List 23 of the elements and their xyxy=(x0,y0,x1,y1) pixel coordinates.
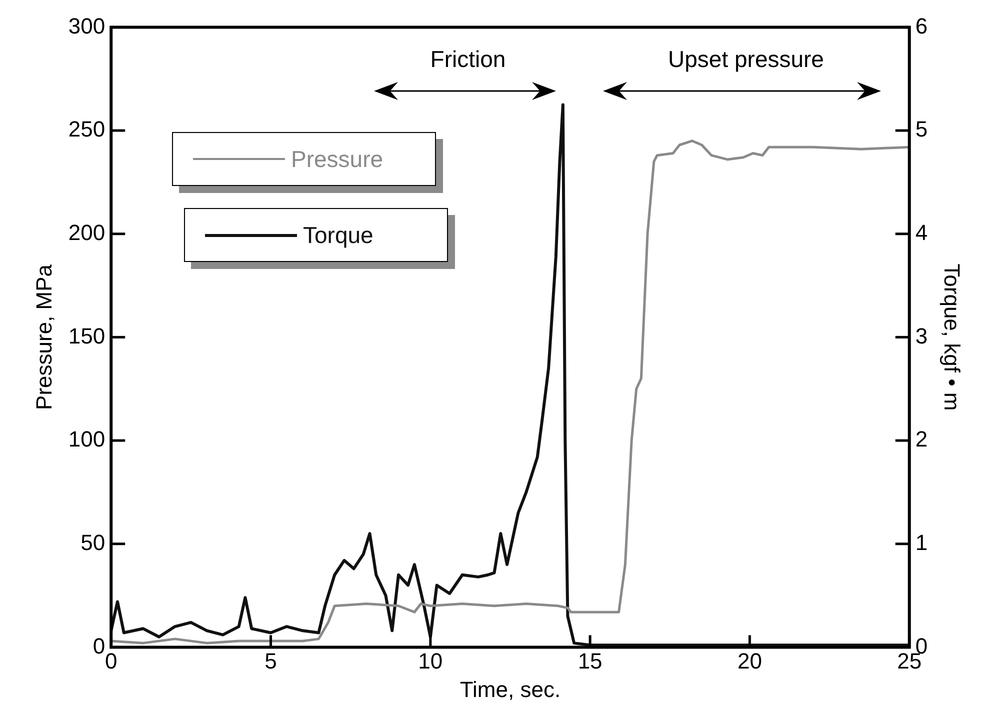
y-tick-label: 50 xyxy=(80,530,106,555)
x-tick-label: 20 xyxy=(737,648,762,674)
x-axis-title: Time, sec. xyxy=(460,676,561,702)
x-tick-label: 5 xyxy=(264,648,277,674)
y-tick-label: 100 xyxy=(68,426,106,452)
annotation: Upset pressure xyxy=(668,46,824,73)
annotation: Friction xyxy=(430,46,506,73)
y-tick-label: 150 xyxy=(68,323,106,348)
y-tick-label: 200 xyxy=(68,220,106,245)
y2-tick-label: 6 xyxy=(915,13,928,38)
y-axis-title: Pressure, MPa xyxy=(31,264,56,410)
y2-tick-label: 4 xyxy=(915,220,928,245)
y2-axis-title: Torque, kgf • m xyxy=(940,264,965,411)
y-tick-label: 300 xyxy=(68,13,106,38)
x-tick-label: 15 xyxy=(578,648,602,674)
y2-tick-label: 3 xyxy=(915,323,928,348)
legend-label: Torque xyxy=(303,222,374,248)
legend-label: Pressure xyxy=(291,146,384,172)
x-tick-label: 10 xyxy=(418,648,443,674)
y-tick-label: 250 xyxy=(68,116,106,142)
y2-tick-label: 1 xyxy=(915,530,928,555)
y2-tick-label: 5 xyxy=(915,116,928,142)
y2-tick-label: 2 xyxy=(915,426,928,452)
